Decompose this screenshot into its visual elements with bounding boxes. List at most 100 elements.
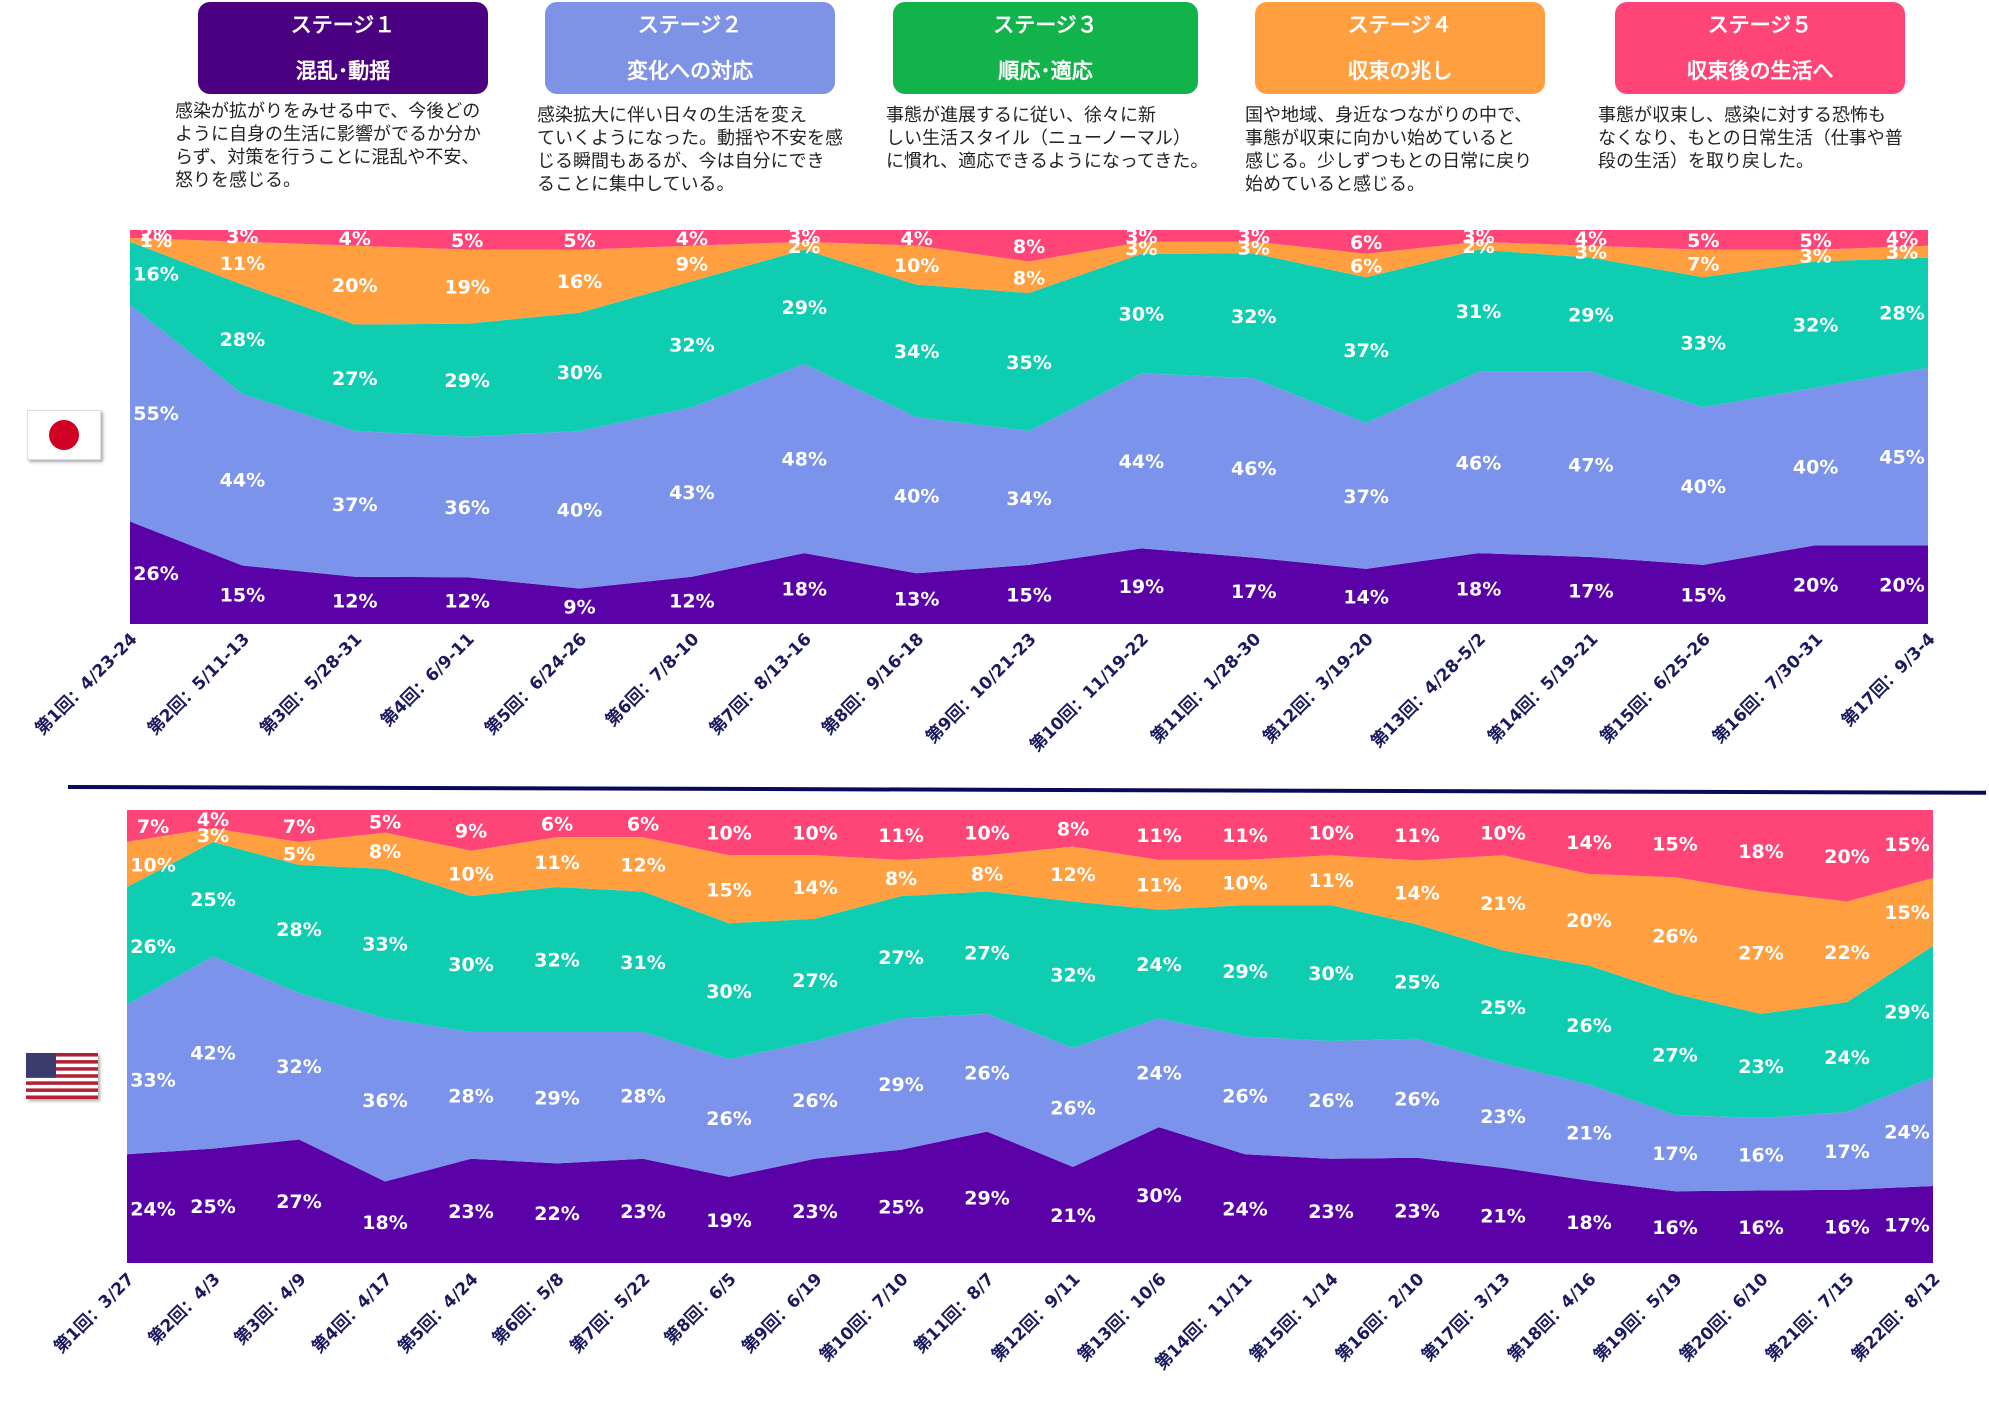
category-label: 第2回：4/3 — [144, 1269, 224, 1349]
category-label: 第5回：4/24 — [394, 1269, 483, 1358]
stage-5-description: 事態が収束し、感染に対する恐怖も なくなり、もとの日常生活（仕事や普 段の生活）… — [1598, 105, 1903, 172]
data-label: 12% — [620, 854, 665, 876]
data-label: 26% — [133, 563, 178, 585]
data-label: 34% — [1006, 488, 1051, 510]
data-label: 32% — [1050, 965, 1095, 987]
stage-1-box: ステージ１ 混乱･動揺 — [198, 2, 488, 94]
data-label: 26% — [792, 1090, 837, 1112]
data-label: 23% — [792, 1201, 837, 1223]
data-label: 34% — [894, 341, 939, 363]
data-label: 4% — [676, 228, 708, 250]
data-label: 18% — [1566, 1212, 1611, 1234]
data-label: 40% — [894, 485, 939, 507]
data-label: 8% — [1013, 267, 1045, 289]
data-label: 26% — [1566, 1015, 1611, 1037]
stage-3-area — [127, 842, 1933, 1119]
data-label: 15% — [1006, 584, 1051, 606]
data-label: 2% — [788, 236, 820, 258]
data-label: 16% — [1824, 1216, 1869, 1238]
data-label: 45% — [1879, 447, 1924, 469]
data-label: 35% — [1006, 352, 1051, 374]
data-label: 21% — [1566, 1123, 1611, 1145]
data-label: 24% — [1222, 1199, 1267, 1221]
data-label: 32% — [534, 949, 579, 971]
stage-1-title: ステージ１ — [290, 13, 396, 37]
stage-5-box: ステージ５ 収束後の生活へ — [1615, 2, 1905, 94]
data-label: 11% — [1136, 875, 1181, 897]
data-label: 11% — [1394, 825, 1439, 847]
data-label: 15% — [1652, 834, 1697, 856]
data-label: 27% — [276, 1191, 321, 1213]
data-label: 8% — [369, 841, 401, 863]
category-label: 第7回：8/13-16 — [705, 629, 815, 739]
data-label: 30% — [1308, 963, 1353, 985]
data-label: 16% — [1652, 1217, 1697, 1239]
data-label: 36% — [362, 1090, 407, 1112]
data-label: 3% — [226, 226, 258, 248]
data-label: 29% — [1568, 305, 1613, 327]
data-label: 19% — [706, 1210, 751, 1232]
data-label: 47% — [1568, 454, 1613, 476]
stage-1-area — [130, 521, 1928, 624]
category-label: 第8回：6/5 — [660, 1269, 740, 1349]
data-label: 32% — [1793, 315, 1838, 337]
data-label: 23% — [620, 1201, 665, 1223]
data-label: 46% — [1231, 458, 1276, 480]
category-label: 第3回：4/9 — [230, 1269, 310, 1349]
data-label: 4% — [900, 228, 932, 250]
data-label: 24% — [1136, 954, 1181, 976]
data-label: 5% — [563, 230, 595, 252]
data-label: 16% — [1738, 1144, 1783, 1166]
data-label: 28% — [448, 1085, 493, 1107]
data-label: 30% — [557, 362, 602, 384]
data-label: 15% — [220, 585, 265, 607]
category-label: 第14回：5/19-21 — [1484, 629, 1603, 748]
data-label: 6% — [1350, 255, 1382, 277]
data-label: 26% — [1308, 1090, 1353, 1112]
data-label: 12% — [444, 591, 489, 613]
data-label: 17% — [1884, 1214, 1929, 1236]
data-label: 6% — [1350, 232, 1382, 254]
data-label: 7% — [283, 816, 315, 838]
category-label: 第8回：9/16-18 — [818, 629, 928, 739]
data-label: 1% — [140, 230, 172, 252]
category-label: 第18回：4/16 — [1503, 1269, 1600, 1366]
data-label: 29% — [444, 370, 489, 392]
stage-3-box: ステージ３ 順応･適応 — [893, 2, 1198, 94]
data-label: 18% — [362, 1212, 407, 1234]
category-label: 第10回：11/19-22 — [1026, 629, 1153, 756]
data-label: 12% — [332, 590, 377, 612]
category-label: 第15回：6/25-26 — [1596, 629, 1715, 748]
data-label: 43% — [669, 482, 714, 504]
data-label: 10% — [448, 863, 493, 885]
data-label: 10% — [964, 823, 1009, 845]
category-label: 第22回：8/12 — [1847, 1269, 1944, 1366]
data-label: 24% — [130, 1199, 175, 1221]
data-label: 40% — [1681, 476, 1726, 498]
stage-2-description: 感染拡大に伴い日々の生活を変え ていくようになった。動揺や不安を感 じる瞬間もあ… — [537, 105, 843, 195]
data-label: 44% — [220, 470, 265, 492]
data-label: 23% — [1308, 1201, 1353, 1223]
data-label: 5% — [1687, 230, 1719, 252]
stage-1-area — [127, 1127, 1933, 1263]
data-label: 30% — [448, 954, 493, 976]
data-label: 3% — [197, 825, 229, 847]
stage-4-title: ステージ４ — [1347, 13, 1453, 37]
category-label: 第20回：6/10 — [1675, 1269, 1772, 1366]
data-label: 37% — [1343, 340, 1388, 362]
data-label: 26% — [1394, 1088, 1439, 1110]
stage-4-description: 国や地域、身近なつながりの中で、 事態が収束に向かい始めていると 感じる。少しず… — [1245, 105, 1533, 195]
category-label: 第6回：5/8 — [488, 1269, 568, 1349]
data-label: 10% — [706, 823, 751, 845]
data-label: 23% — [448, 1201, 493, 1223]
data-label: 22% — [534, 1203, 579, 1225]
data-label: 27% — [1738, 943, 1783, 965]
data-label: 11% — [878, 825, 923, 847]
data-label: 10% — [1222, 872, 1267, 894]
stage-3-area — [130, 241, 1928, 437]
data-label: 28% — [276, 919, 321, 941]
data-label: 25% — [1480, 997, 1525, 1019]
data-label: 26% — [964, 1063, 1009, 1085]
data-label: 9% — [676, 253, 708, 275]
data-label: 31% — [1456, 301, 1501, 323]
